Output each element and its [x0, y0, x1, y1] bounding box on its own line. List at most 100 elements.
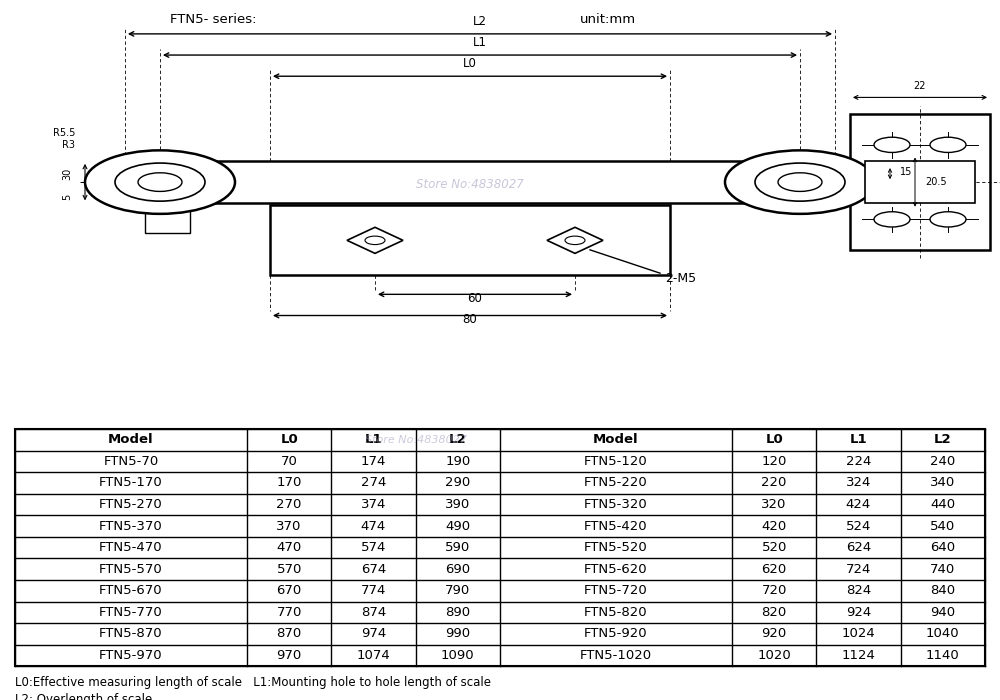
Text: 724: 724 — [846, 563, 871, 575]
Text: FTN5-570: FTN5-570 — [99, 563, 163, 575]
Text: FTN5-170: FTN5-170 — [99, 477, 163, 489]
Text: 920: 920 — [762, 627, 787, 640]
Text: FTN5-370: FTN5-370 — [99, 519, 163, 533]
Text: 970: 970 — [277, 649, 302, 662]
Text: 190: 190 — [445, 455, 470, 468]
Text: 470: 470 — [277, 541, 302, 554]
Text: 624: 624 — [846, 541, 871, 554]
Text: 924: 924 — [846, 606, 871, 619]
Text: 790: 790 — [445, 584, 470, 597]
Text: 524: 524 — [846, 519, 871, 533]
Text: unit:mm: unit:mm — [580, 13, 636, 26]
Text: FTN5-720: FTN5-720 — [584, 584, 648, 597]
Text: 890: 890 — [445, 606, 470, 619]
Circle shape — [365, 236, 385, 244]
Text: 590: 590 — [445, 541, 470, 554]
Text: FTN5-320: FTN5-320 — [584, 498, 648, 511]
Bar — [865, 161, 975, 203]
Text: L2: L2 — [473, 15, 487, 27]
Text: R5.5: R5.5 — [53, 127, 75, 137]
Text: FTN5-920: FTN5-920 — [584, 627, 648, 640]
Text: 240: 240 — [930, 455, 955, 468]
Text: 1074: 1074 — [357, 649, 390, 662]
Text: 270: 270 — [276, 498, 302, 511]
Text: 1140: 1140 — [926, 649, 960, 662]
Text: 370: 370 — [276, 519, 302, 533]
Circle shape — [930, 211, 966, 227]
Text: 420: 420 — [762, 519, 787, 533]
Bar — [850, 114, 990, 250]
Circle shape — [778, 173, 822, 191]
Text: 170: 170 — [276, 477, 302, 489]
Bar — [145, 207, 190, 233]
Circle shape — [725, 150, 875, 214]
Text: L1: L1 — [850, 433, 867, 447]
Text: 1020: 1020 — [757, 649, 791, 662]
Text: 220: 220 — [761, 477, 787, 489]
Text: 2-M5: 2-M5 — [665, 272, 696, 285]
Text: L2: Overlength of scale: L2: Overlength of scale — [15, 692, 152, 700]
Circle shape — [85, 150, 235, 214]
Text: FTN5-970: FTN5-970 — [99, 649, 163, 662]
Text: FTN5- series:: FTN5- series: — [170, 13, 256, 26]
Text: 5: 5 — [62, 194, 72, 200]
Text: 60: 60 — [468, 292, 482, 305]
Text: 740: 740 — [930, 563, 955, 575]
Text: Model: Model — [108, 433, 154, 447]
Text: 274: 274 — [361, 477, 386, 489]
Bar — [15, 429, 985, 666]
Text: 120: 120 — [761, 455, 787, 468]
Text: 520: 520 — [761, 541, 787, 554]
Text: 440: 440 — [930, 498, 955, 511]
Text: 770: 770 — [276, 606, 302, 619]
Circle shape — [874, 211, 910, 227]
Text: 424: 424 — [846, 498, 871, 511]
Circle shape — [930, 137, 966, 153]
Text: 80: 80 — [463, 313, 477, 326]
Text: 720: 720 — [761, 584, 787, 597]
Bar — [160, 161, 800, 203]
Text: 940: 940 — [930, 606, 955, 619]
Text: 570: 570 — [276, 563, 302, 575]
Text: FTN5-820: FTN5-820 — [584, 606, 648, 619]
Text: 870: 870 — [277, 627, 302, 640]
Text: 620: 620 — [762, 563, 787, 575]
Text: 30: 30 — [62, 167, 72, 180]
Text: 290: 290 — [445, 477, 470, 489]
Text: FTN5-120: FTN5-120 — [584, 455, 648, 468]
Text: FTN5-420: FTN5-420 — [584, 519, 648, 533]
Text: FTN5-1020: FTN5-1020 — [580, 649, 652, 662]
Text: 1090: 1090 — [441, 649, 475, 662]
Polygon shape — [347, 228, 403, 253]
Text: L1: L1 — [473, 36, 487, 49]
Text: 640: 640 — [930, 541, 955, 554]
Text: FTN5-670: FTN5-670 — [99, 584, 163, 597]
Text: 22: 22 — [914, 81, 926, 91]
Text: L1: L1 — [365, 433, 382, 447]
Text: Store No:4838027: Store No:4838027 — [416, 178, 524, 190]
Text: FTN5-770: FTN5-770 — [99, 606, 163, 619]
Text: L0: L0 — [765, 433, 783, 447]
Bar — [270, 205, 670, 275]
Text: 390: 390 — [445, 498, 470, 511]
Text: Store No:4838027: Store No:4838027 — [365, 435, 467, 444]
Text: FTN5-220: FTN5-220 — [584, 477, 648, 489]
Text: L0:Effective measuring length of scale   L1:Mounting hole to hole length of scal: L0:Effective measuring length of scale L… — [15, 676, 491, 689]
Text: 774: 774 — [361, 584, 386, 597]
Text: 574: 574 — [361, 541, 386, 554]
Text: FTN5-520: FTN5-520 — [584, 541, 648, 554]
Text: L2: L2 — [934, 433, 952, 447]
Text: 1040: 1040 — [926, 627, 960, 640]
Text: FTN5-620: FTN5-620 — [584, 563, 648, 575]
Text: 320: 320 — [761, 498, 787, 511]
Circle shape — [565, 236, 585, 244]
Text: 974: 974 — [361, 627, 386, 640]
Text: L2: L2 — [449, 433, 467, 447]
Text: 490: 490 — [445, 519, 470, 533]
Circle shape — [874, 137, 910, 153]
Text: FTN5-870: FTN5-870 — [99, 627, 163, 640]
Text: 70: 70 — [281, 455, 298, 468]
Text: 540: 540 — [930, 519, 955, 533]
Text: 324: 324 — [846, 477, 871, 489]
Text: 874: 874 — [361, 606, 386, 619]
